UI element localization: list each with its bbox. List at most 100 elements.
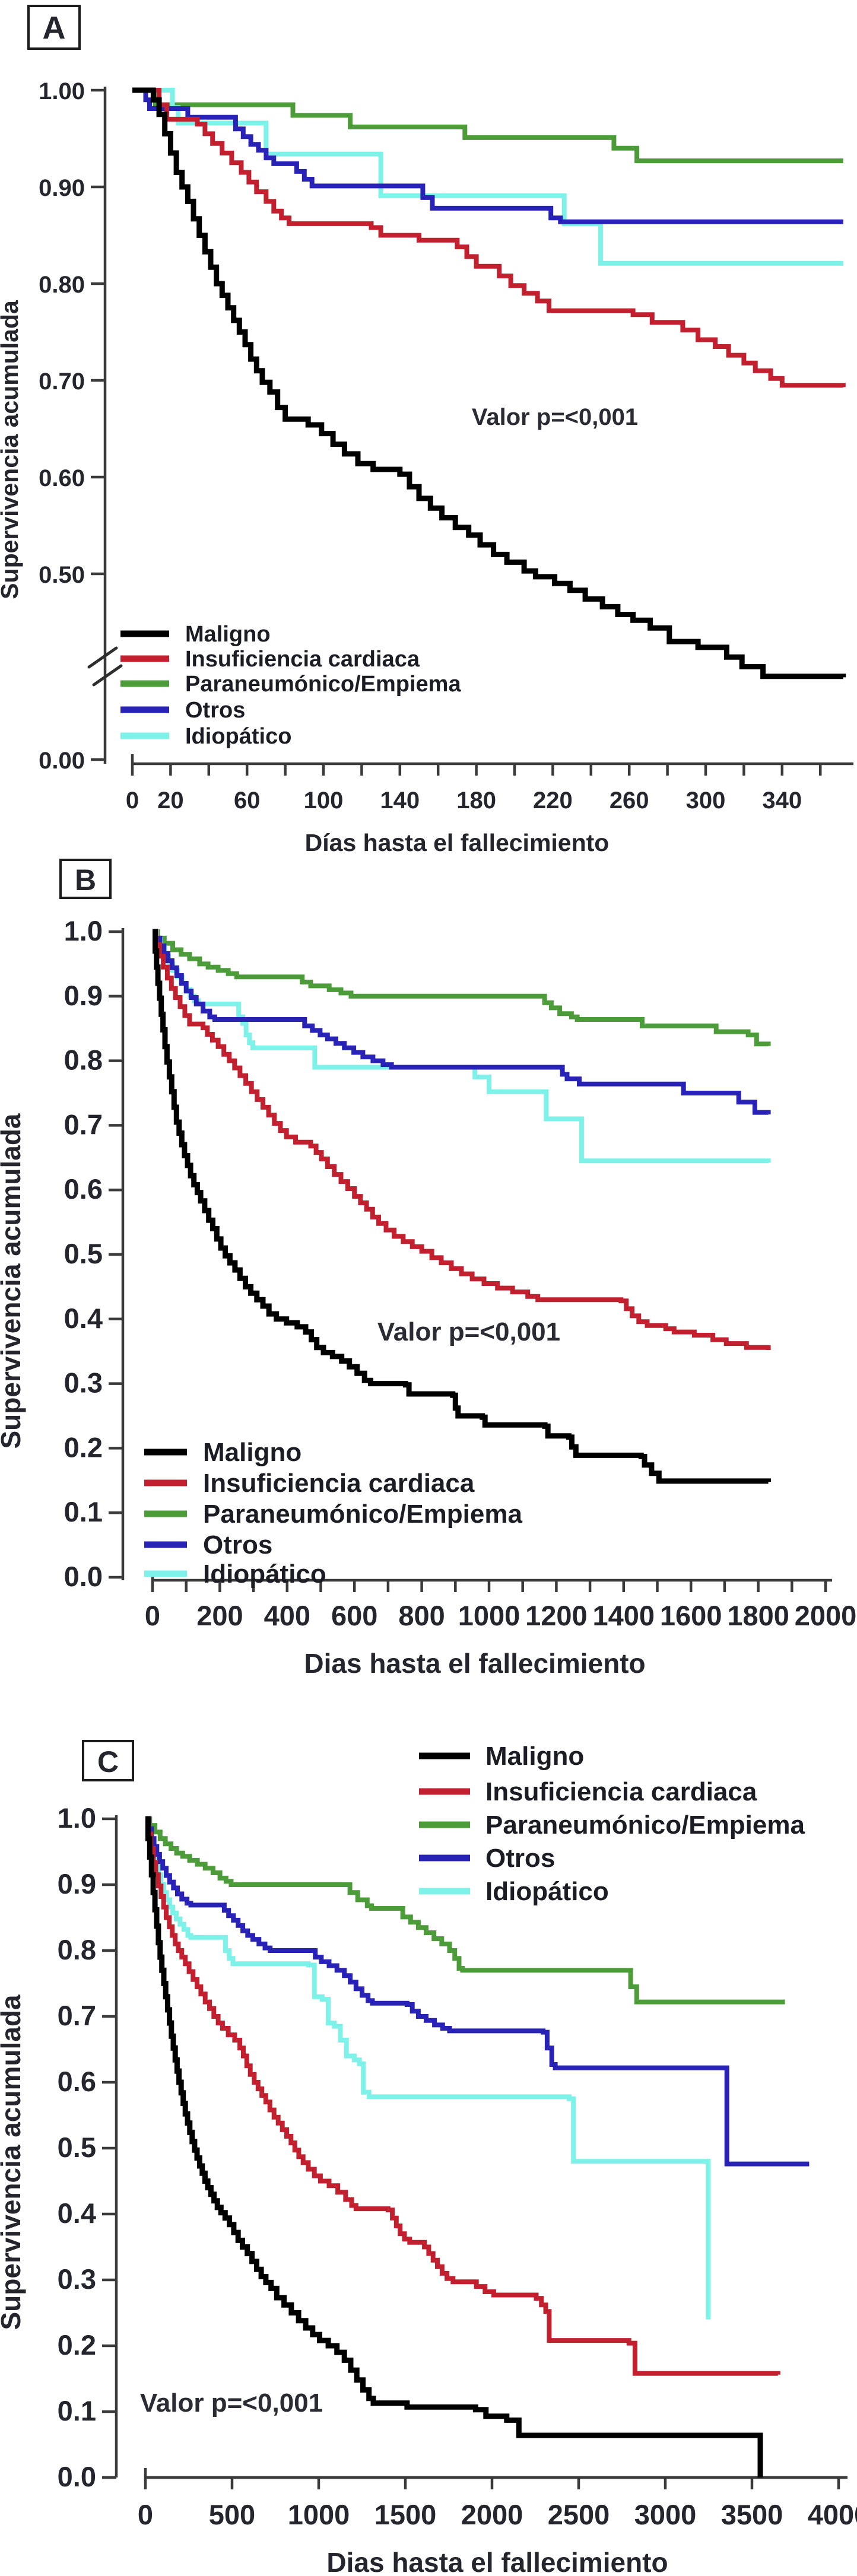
legend-item-insuficiencia: Insuficiencia cardiaca [144, 1469, 475, 1498]
curves [132, 87, 846, 679]
curve-otros [145, 1816, 810, 2167]
y-tick-label: 0.70 [39, 369, 85, 395]
y-tick-label: 1.00 [39, 78, 85, 104]
survival-chart-c: C1.0 0.9 0.8 0.7 0.6 0.5 0.4 0.3 0.2 0.1 0.0 Superv… [0, 1740, 857, 2576]
x-tick-label: 20 [157, 787, 184, 814]
curve-insuficiencia [153, 929, 771, 1350]
y-tick-label: 0.0 [58, 2461, 96, 2492]
panel-a: A 1.00 0.90 0.80 0.70 0.60 0.50 0.00 Supervivenc… [0, 0, 857, 859]
y-tick-label: 0.6 [64, 1173, 103, 1205]
panel-label: B [75, 863, 96, 897]
y-tick-label: 0.1 [58, 2395, 96, 2426]
x-axis: 0 500 1000 1500 2000 2500 3000 3500 4000 [138, 2468, 857, 2530]
curve-maligno [145, 1816, 763, 2477]
x-tick-label: 2500 [548, 2499, 610, 2530]
panel-label-box: B [59, 859, 112, 899]
x-axis: 0 20 60 100 140 180 220 260 300 340 [126, 754, 853, 814]
legend-item-idiopatico: Idiopático [144, 1559, 326, 1589]
curve-maligno [153, 929, 772, 1484]
x-tick-label: 3500 [721, 2499, 783, 2530]
legend-item-insuficiencia: Insuficiencia cardiaca [120, 647, 420, 672]
x-tick-label: 140 [380, 787, 420, 814]
y-tick-label: 0.4 [58, 2197, 96, 2229]
x-tick-label: 180 [456, 787, 496, 814]
y-axis: 1.0 0.9 0.8 0.7 0.6 0.5 0.4 0.3 0.2 0.1 0.0 [64, 915, 125, 1592]
legend-label: Otros [203, 1530, 272, 1559]
legend-label: Paraneumónico/Empiema [203, 1500, 522, 1529]
x-tick-label: 1400 [593, 1600, 655, 1631]
legend-label: Maligno [485, 1742, 584, 1771]
curve-idiopatico [153, 929, 771, 1164]
panel-b: B 1.0 0.9 0.8 0.7 0.6 0.5 0.4 0.3 0.2 0.1 0.0 Superv… [0, 859, 857, 1716]
curve-otros [132, 88, 843, 224]
x-tick-label: 1800 [727, 1600, 789, 1631]
x-tick-label: 1200 [525, 1600, 588, 1631]
curve-idiopatico [145, 1816, 711, 2320]
y-tick-label: 0.4 [64, 1303, 103, 1334]
y-tick-label: 1.0 [58, 1802, 96, 1834]
y-axis-title: Supervivencia acumulada [0, 1113, 26, 1449]
legend-item-maligno: Maligno [419, 1742, 584, 1771]
panel-label-box: A [27, 5, 81, 50]
legend-item-otros: Otros [144, 1530, 272, 1559]
legend-label: Insuficiencia cardiaca [203, 1469, 475, 1498]
x-axis-title: Dias hasta el fallecimiento [304, 1648, 645, 1679]
curve-insuficiencia [132, 88, 846, 388]
y-axis-break-icon [87, 646, 123, 687]
x-tick-label: 340 [762, 787, 802, 814]
y-tick-label: 0.0 [64, 1561, 103, 1592]
y-tick-label: 1.0 [64, 915, 103, 946]
y-tick-label: 0.8 [64, 1044, 103, 1076]
x-tick-label: 300 [686, 787, 726, 814]
legend-label: Maligno [203, 1438, 301, 1467]
x-tick-label: 400 [264, 1600, 310, 1631]
x-tick-label: 1600 [660, 1600, 722, 1631]
x-tick-label: 1000 [458, 1600, 520, 1631]
survival-chart-b: B 1.0 0.9 0.8 0.7 0.6 0.5 0.4 0.3 0.2 0.1 0.0 Superv… [0, 859, 857, 1679]
panel-label: A [43, 10, 66, 46]
legend-item-maligno: Maligno [144, 1438, 301, 1467]
curve-paraneumonico [145, 1816, 785, 2005]
legend-item-insuficiencia: Insuficiencia cardiaca [419, 1777, 757, 1806]
x-tick-label: 800 [398, 1600, 445, 1631]
y-tick-label: 0.8 [58, 1934, 96, 1965]
legend-item-idiopatico: Idiopático [419, 1877, 609, 1906]
legend-item-maligno: Maligno [120, 622, 271, 647]
legend-label: Insuficiencia cardiaca [485, 1777, 757, 1806]
y-axis-title: Supervivencia acumulada [0, 1994, 26, 2330]
y-axis-title: Supervivencia acumulada [0, 300, 23, 599]
curve-idiopatico [132, 88, 843, 266]
x-tick-label: 60 [234, 787, 261, 814]
x-tick-label: 1500 [374, 2499, 437, 2530]
legend-item-paraneumonico: Paraneumónico/Empiema [419, 1810, 805, 1840]
panel-label: C [97, 1745, 119, 1778]
x-tick-label: 600 [331, 1600, 377, 1631]
y-tick-label: 0.7 [58, 2000, 96, 2031]
curves [145, 1816, 810, 2477]
curve-paraneumonico [153, 929, 771, 1047]
y-tick-label: 0.7 [64, 1108, 103, 1140]
x-tick-label: 2000 [795, 1600, 857, 1631]
curve-insuficiencia [145, 1816, 780, 2376]
curve-maligno [132, 87, 846, 679]
y-tick-label: 0.50 [39, 562, 85, 588]
y-tick-label: 0.5 [64, 1238, 103, 1269]
p-value-annotation: Valor p=<0,001 [140, 2388, 323, 2418]
curves [153, 929, 772, 1484]
legend-label: Otros [485, 1844, 555, 1873]
y-tick-label: 0.60 [39, 465, 85, 491]
legend: Maligno Insuficiencia cardiaca Paraneumóni… [419, 1742, 805, 1906]
y-tick-label: 0.9 [58, 1868, 96, 1900]
legend-label: Paraneumónico/Empiema [485, 1810, 805, 1840]
x-tick-label: 500 [209, 2499, 255, 2530]
y-tick-label: 0.1 [64, 1496, 103, 1527]
curve-otros [153, 929, 771, 1115]
legend-item-otros: Otros [419, 1844, 555, 1873]
x-axis-title: Días hasta el fallecimiento [305, 829, 610, 856]
legend-label: Paraneumónico/Empiema [185, 672, 461, 697]
curve-paraneumonico [132, 88, 843, 163]
x-tick-label: 200 [196, 1600, 243, 1631]
x-tick-label: 220 [533, 787, 573, 814]
